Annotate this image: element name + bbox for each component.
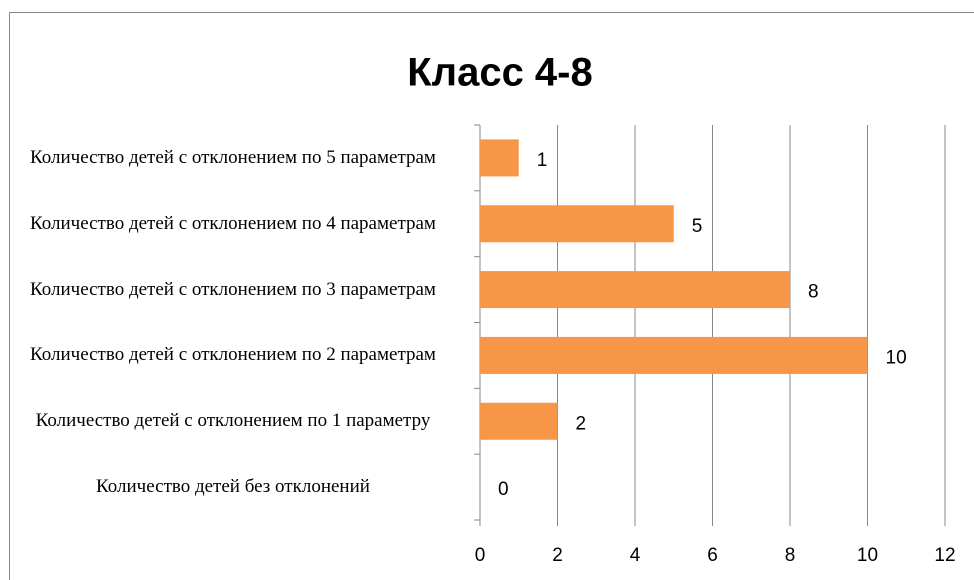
x-tick-label: 6 [707, 545, 718, 566]
chart-title: Класс 4-8 [407, 51, 593, 95]
bar [480, 271, 790, 309]
value-label: 5 [692, 216, 703, 237]
bar [480, 336, 868, 374]
x-tick-label: 0 [475, 545, 486, 566]
chart-border [9, 12, 974, 580]
x-tick-label: 10 [857, 545, 878, 566]
bar [480, 205, 674, 243]
value-label: 8 [808, 282, 819, 303]
x-tick-label: 4 [630, 545, 641, 566]
value-label: 2 [576, 413, 587, 434]
value-label: 0 [498, 479, 509, 500]
x-tick-label: 2 [552, 545, 563, 566]
y-tick-label: Количество детей с отклонением по 1 пара… [35, 410, 431, 432]
y-tick-label: Количество детей с отклонением по 4 пара… [30, 212, 436, 234]
y-tick-label: Количество детей с отклонением по 2 пара… [30, 344, 436, 366]
bar [480, 402, 558, 440]
y-tick-label: Количество детей с отклонением по 3 пара… [30, 278, 436, 300]
bar [480, 139, 519, 177]
x-tick-label: 12 [934, 545, 955, 566]
x-tick-label: 8 [785, 545, 796, 566]
y-tick-label: Количество детей с отклонением по 5 пара… [30, 146, 436, 168]
value-label: 10 [886, 347, 907, 368]
y-tick-label: Количество детей без отклонений [96, 476, 370, 498]
value-label: 1 [537, 150, 548, 171]
